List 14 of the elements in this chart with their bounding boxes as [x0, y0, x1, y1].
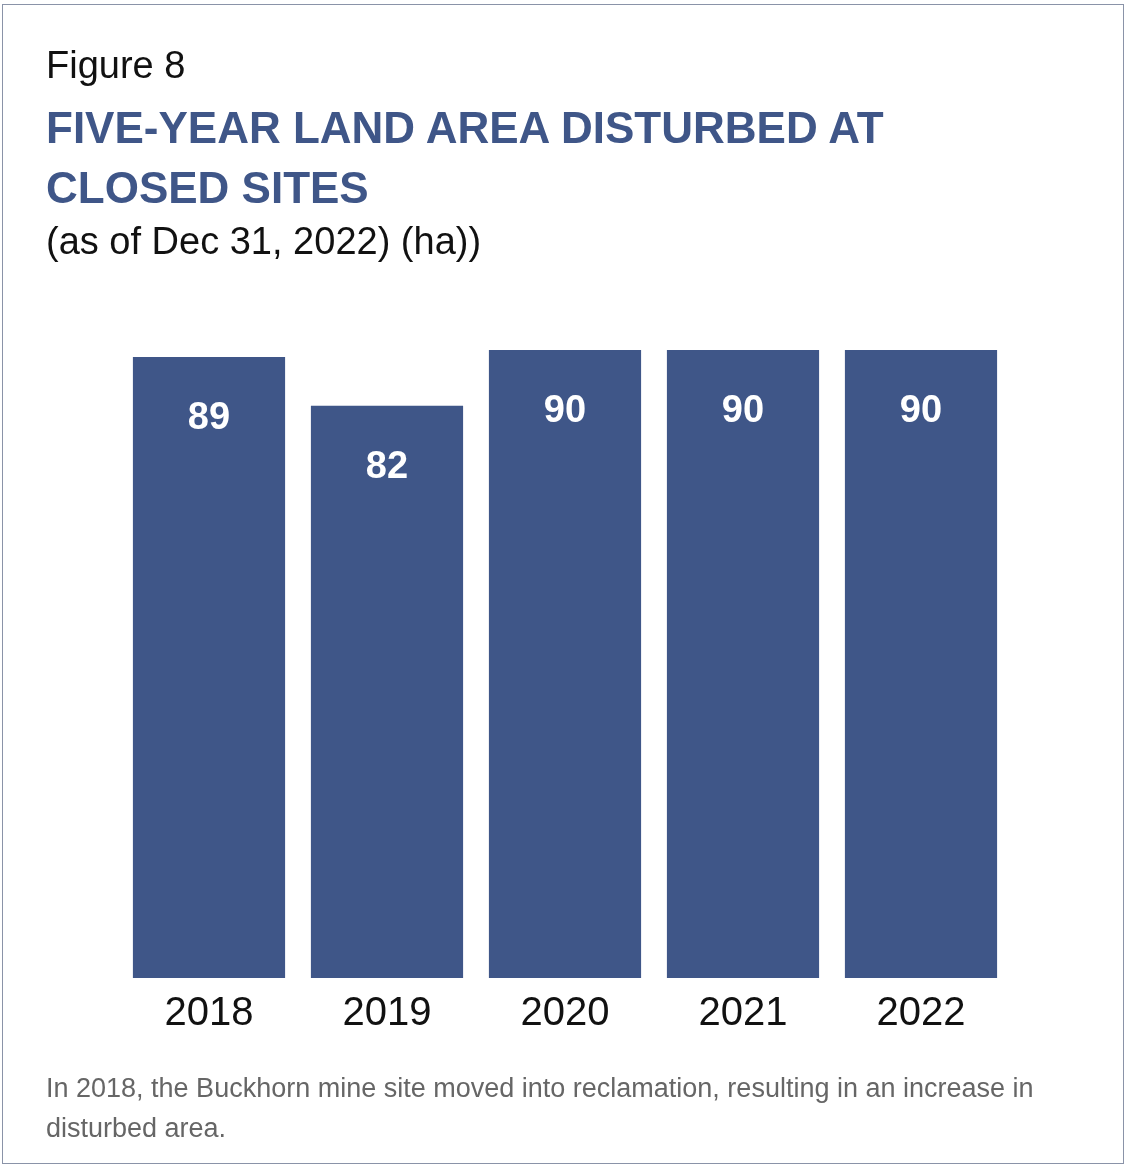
x-tick-label: 2022	[876, 989, 966, 1034]
chart-title: FIVE-YEAR LAND AREA DISTURBED AT CLOSED SITES	[46, 102, 885, 214]
caption: Figure 8	[46, 44, 186, 87]
x-tick-label: 2020	[520, 989, 610, 1034]
chart-subtitle: (as of Dec 31, 2022) (ha))	[46, 220, 482, 263]
text: In 2018, the Buckhorn mine site moved into reclamation, resulting in an increase in disturbed area.	[46, 1072, 1035, 1145]
data-label: 82	[365, 444, 409, 487]
x-tick-label: 2019	[342, 989, 432, 1034]
x-tick-label: 2021	[698, 989, 788, 1034]
data-label: 89	[187, 395, 231, 438]
data-label: 90	[543, 388, 587, 431]
data-label: 90	[721, 388, 765, 431]
x-tick-label: 2018	[164, 989, 254, 1034]
data-label: 90	[899, 388, 943, 431]
